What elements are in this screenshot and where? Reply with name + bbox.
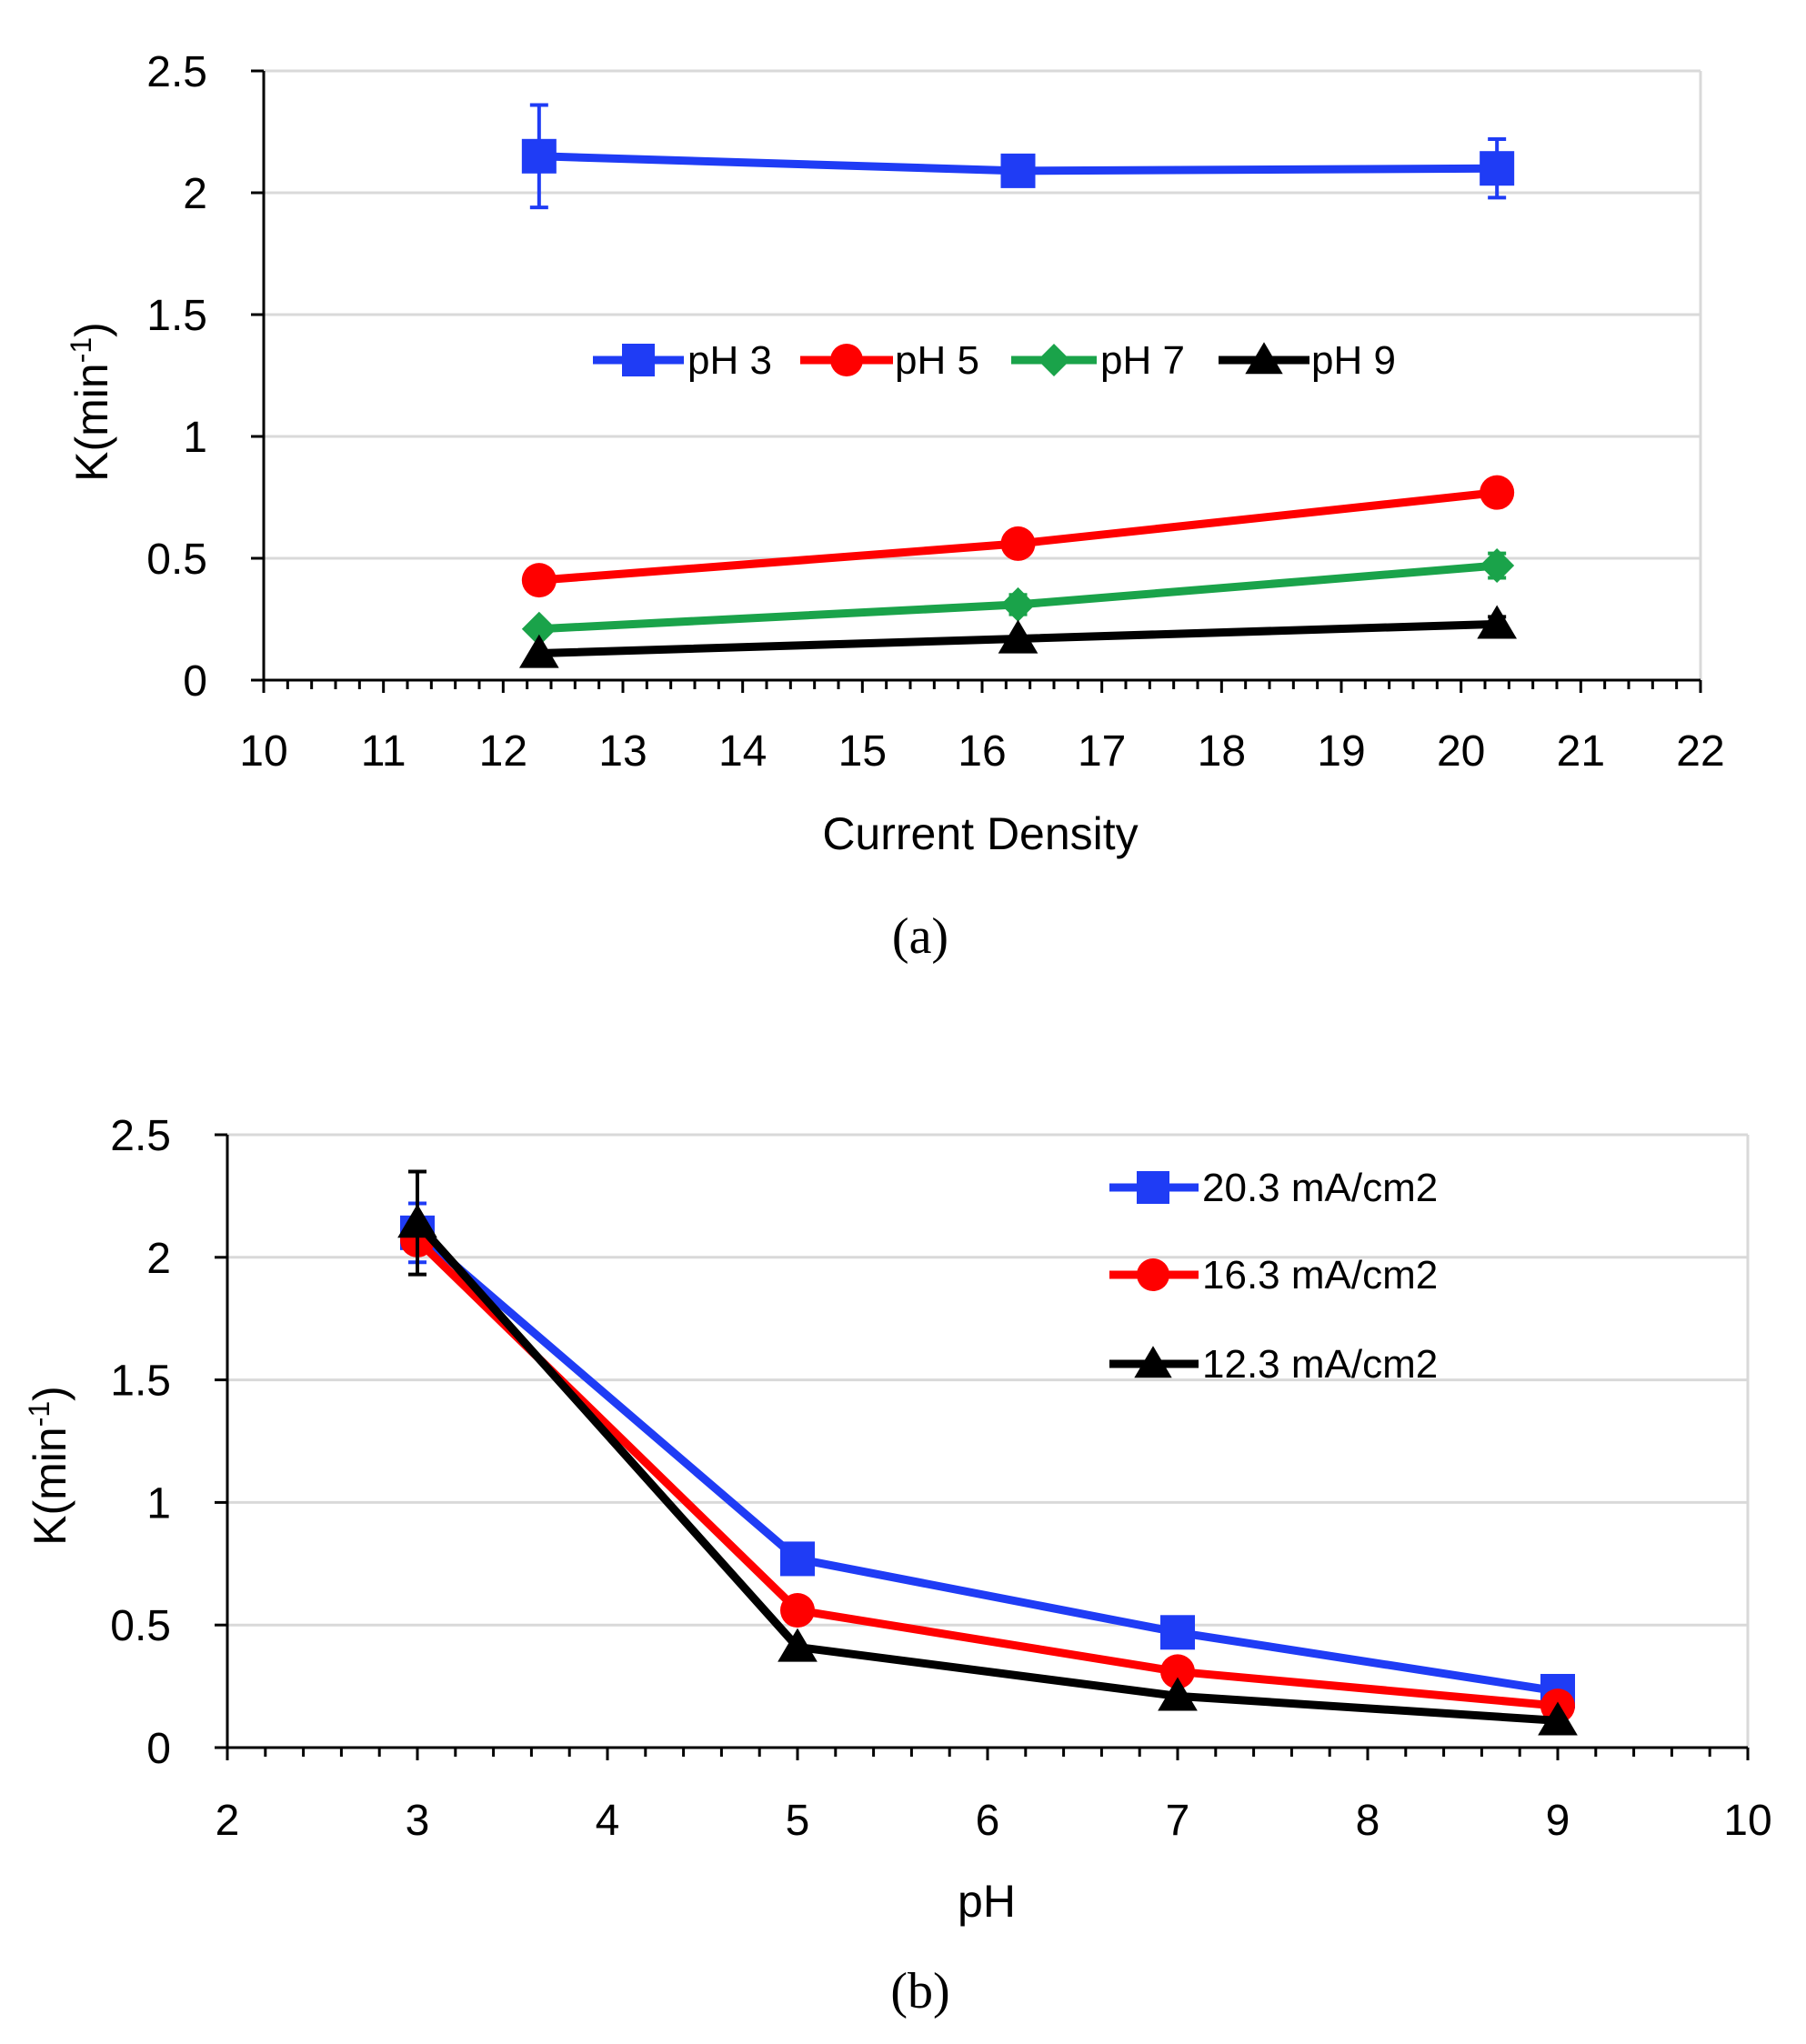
chart-b-series-line: [414, 1220, 1559, 1725]
chart-a-legend-marker: [1038, 344, 1070, 376]
chart-b-ylabel: K(min-1): [23, 1386, 75, 1546]
chart-a-legend-marker: [622, 344, 655, 376]
chart-a-x-tick-label: 13: [598, 727, 647, 776]
chart-b-x-tick-label: 9: [1546, 1797, 1570, 1845]
chart-a-data-point: [1480, 475, 1515, 510]
chart-b-legend-label: 12.3 mA/cm2: [1202, 1342, 1438, 1387]
chart-b-data-point: [778, 1628, 818, 1662]
chart-a-legend-label: pH 7: [1100, 338, 1185, 383]
chart-a-y-tick-label: 1.5: [146, 292, 207, 340]
chart-b-x-tick-label: 3: [406, 1797, 430, 1845]
chart-b-y-tick-label: 2.5: [110, 1112, 171, 1160]
chart-b-x-tick-label: 2: [216, 1797, 240, 1845]
chart-a-xlabel: Current Density: [822, 808, 1138, 859]
chart-b-data-point: [1160, 1654, 1195, 1689]
chart-b-series-line: [414, 1237, 1559, 1710]
chart-a-y-tick-label: 2.5: [146, 48, 207, 96]
chart-b-gridlines: [227, 1133, 1750, 1748]
chart-a-y-tick-label: 1: [183, 414, 207, 462]
chart-a-data-point: [1000, 526, 1036, 561]
chart-b-x-tick-label: 10: [1723, 1797, 1771, 1845]
chart-a-y-tick-label: 0: [183, 657, 207, 706]
chart-a-x-tick-label: 21: [1557, 727, 1605, 776]
chart-b-series-line: [415, 1229, 1559, 1696]
chart-b-data-point: [1160, 1615, 1195, 1650]
chart-b: 0 0.5 1 1.5 2 2.5 2 3 4 5 6 7 8 9 10 pH K(min-1) 20.3 …: [23, 1112, 1772, 2019]
chart-b-panel-label: (b): [890, 1963, 949, 2019]
chart-b-y-tick-label: 1.5: [110, 1358, 171, 1406]
chart-a-legend-marker: [1245, 342, 1283, 375]
chart-a-gridlines: [264, 69, 1702, 680]
chart-b-x-tick-label: 8: [1356, 1797, 1380, 1845]
chart-b-data-point: [780, 1593, 815, 1628]
chart-a: 0 0.5 1 1.5 2 2.5 10 11 12 13 14 15 16 17 18 19 20 21 22 C…: [65, 48, 1725, 965]
chart-a-x-tick-label: 10: [239, 727, 287, 776]
chart-a-x-tick-label: 14: [718, 727, 767, 776]
chart-a-x-tick-label: 20: [1437, 727, 1485, 776]
chart-a-ylabel: K(min-1): [65, 322, 117, 482]
chart-a-x-tick-label: 11: [361, 727, 406, 776]
chart-a-data-point: [518, 634, 559, 668]
chart-a-axes: 0 0.5 1 1.5 2 2.5 10 11 12 13 14 15 16 17 18 19 20 21 22: [146, 48, 1724, 776]
chart-b-x-tick-label: 4: [596, 1797, 620, 1845]
chart-a-data-point: [521, 611, 557, 646]
chart-a-data-point: [1000, 586, 1036, 622]
chart-a-data-point: [998, 619, 1038, 654]
chart-b-legend-label: 16.3 mA/cm2: [1202, 1253, 1438, 1298]
chart-a-legend-label: pH 5: [895, 338, 979, 383]
chart-a-x-tick-label: 15: [838, 727, 887, 776]
chart-b-xlabel: pH: [958, 1876, 1016, 1927]
chart-b-legend-marker: [1137, 1171, 1169, 1204]
chart-a-panel-label: (a): [892, 908, 948, 965]
chart-b-legend-marker: [1134, 1346, 1172, 1378]
chart-a-data-point: [1480, 548, 1515, 584]
chart-a-data-point: [1000, 153, 1036, 188]
chart-a-x-tick-label: 22: [1676, 727, 1724, 776]
chart-b-x-tick-label: 7: [1166, 1797, 1190, 1845]
chart-b-legend-marker: [1137, 1258, 1169, 1291]
chart-b-y-tick-label: 1: [146, 1479, 171, 1528]
chart-b-data-point: [780, 1541, 815, 1577]
chart-b-y-tick-label: 2: [146, 1235, 171, 1283]
chart-b-x-tick-label: 5: [786, 1797, 810, 1845]
chart-a-legend-label: pH 3: [687, 338, 772, 383]
chart-a-legend-label: pH 9: [1311, 338, 1396, 383]
chart-b-legend: 20.3 mA/cm2 16.3 mA/cm2 12.3 mA/cm2: [1109, 1166, 1438, 1387]
chart-a-x-tick-label: 16: [958, 727, 1006, 776]
chart-b-data-point: [397, 1204, 437, 1238]
chart-b-y-tick-label: 0: [146, 1725, 171, 1773]
chart-b-data-point: [1538, 1701, 1578, 1736]
chart-a-data-point: [1480, 151, 1515, 186]
chart-b-y-tick-label: 0.5: [110, 1602, 171, 1650]
chart-a-data-point: [521, 138, 557, 174]
chart-a-legend: pH 3 pH 5 pH 7 pH 9: [593, 338, 1396, 383]
chart-a-series: [518, 103, 1518, 668]
chart-b-data-point: [1158, 1677, 1198, 1711]
chart-a-x-tick-label: 17: [1078, 727, 1126, 776]
chart-b-legend-label: 20.3 mA/cm2: [1202, 1166, 1438, 1210]
chart-a-x-tick-label: 12: [479, 727, 527, 776]
chart-a-data-point: [1477, 605, 1518, 639]
chart-a-data-point: [521, 563, 557, 598]
chart-a-legend-marker: [830, 344, 863, 376]
chart-a-x-tick-label: 19: [1317, 727, 1365, 776]
chart-a-x-tick-label: 18: [1198, 727, 1246, 776]
chart-b-axes: 0 0.5 1 1.5 2 2.5 2 3 4 5 6 7 8 9 10: [110, 1112, 1771, 1845]
chart-b-series: [397, 1169, 1578, 1736]
chart-a-y-tick-label: 2: [183, 170, 207, 218]
chart-a-y-tick-label: 0.5: [146, 536, 207, 584]
chart-b-x-tick-label: 6: [976, 1797, 1000, 1845]
